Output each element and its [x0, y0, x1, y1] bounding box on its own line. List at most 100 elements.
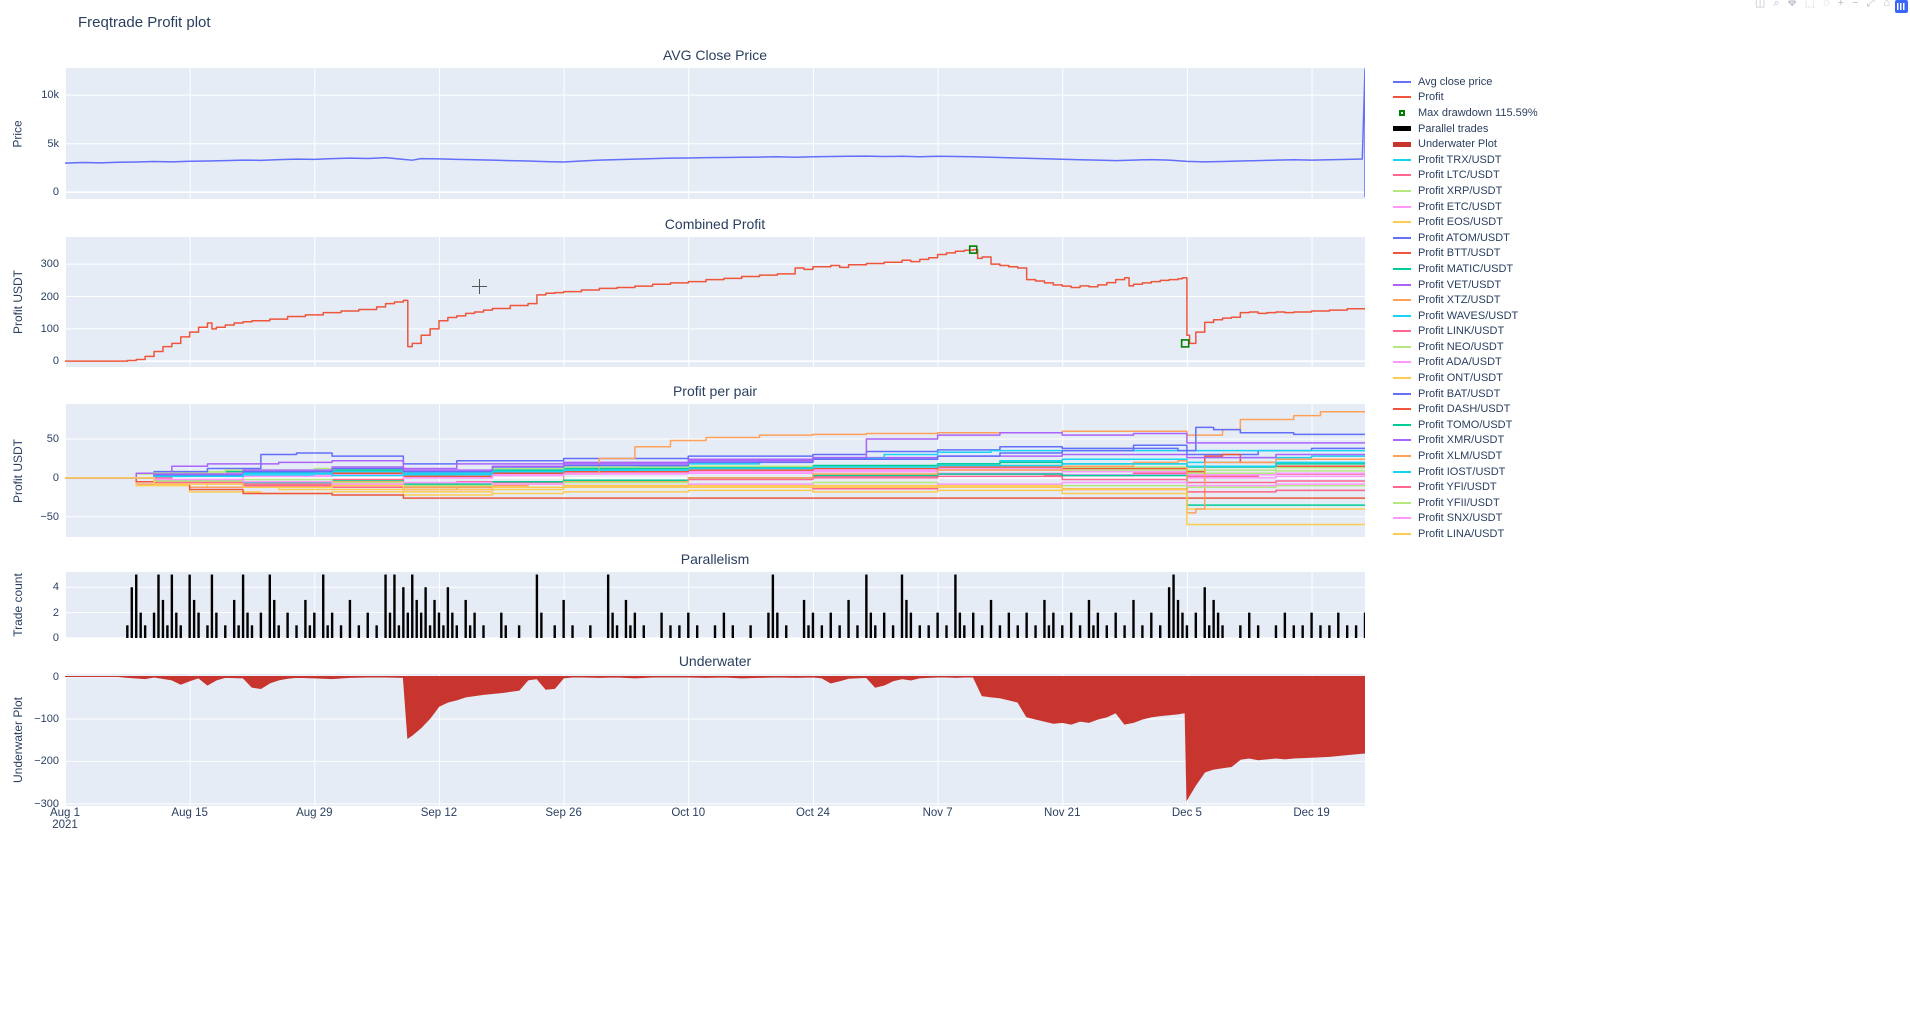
subplot-avg-close-price[interactable] — [65, 68, 1365, 199]
legend-swatch-line-icon — [1393, 470, 1411, 473]
y-tick-label: −50 — [40, 510, 59, 523]
subplot-combined-profit[interactable] — [65, 237, 1365, 367]
y-tick-label: 200 — [40, 290, 59, 303]
legend-swatch-line-icon — [1393, 283, 1411, 286]
legend-item[interactable]: Profit LINA/USDT — [1393, 526, 1538, 542]
legend-item[interactable]: Profit YFII/USDT — [1393, 495, 1538, 511]
legend-item[interactable]: Profit YFI/USDT — [1393, 479, 1538, 495]
y-tick-label: −100 — [34, 712, 59, 725]
legend-swatch-line-icon — [1393, 314, 1411, 317]
legend-item[interactable]: Profit VET/USDT — [1393, 277, 1538, 293]
x-tick-label: Aug 1 2021 — [49, 807, 81, 831]
legend-item[interactable]: Profit LTC/USDT — [1393, 168, 1538, 184]
legend-item[interactable]: Parallel trades — [1393, 121, 1538, 137]
y-tick-label: −300 — [34, 797, 59, 810]
y-tick-label: 5k — [47, 137, 59, 150]
x-tick-label: Aug 15 — [171, 807, 208, 819]
legend-item[interactable]: Profit ONT/USDT — [1393, 370, 1538, 386]
legend-item[interactable]: Profit XTZ/USDT — [1393, 292, 1538, 308]
legend-item[interactable]: Underwater Plot — [1393, 136, 1538, 152]
legend-item-label: Profit — [1418, 91, 1444, 104]
legend-item[interactable]: Profit ATOM/USDT — [1393, 230, 1538, 246]
download-plot-icon[interactable]: ◫ — [1754, 0, 1766, 9]
subplot-title-profit-per-pair: Profit per pair — [672, 383, 758, 399]
box-select-icon[interactable]: ⬚ — [1804, 0, 1816, 9]
y-tick-label: 0 — [52, 632, 59, 644]
legend-item[interactable]: Max drawdown 115.59% — [1393, 105, 1538, 121]
legend-item-label: Parallel trades — [1418, 122, 1489, 135]
zoom-in-icon[interactable]: + — [1837, 0, 1845, 9]
legend-swatch-line-icon — [1393, 377, 1411, 380]
legend-swatch-line-icon — [1393, 158, 1411, 161]
legend-swatch-line-icon — [1393, 423, 1411, 426]
legend-swatch-thick-line-icon — [1393, 126, 1411, 132]
zoom-icon[interactable]: ⌕ — [1773, 0, 1780, 9]
legend-item[interactable]: Profit ADA/USDT — [1393, 355, 1538, 371]
legend-item[interactable]: Profit ETC/USDT — [1393, 199, 1538, 215]
subplot-profit-per-pair[interactable] — [65, 404, 1365, 537]
legend-item-label: Profit ETC/USDT — [1418, 200, 1502, 213]
legend-item[interactable]: Profit MATIC/USDT — [1393, 261, 1538, 277]
pan-icon[interactable]: ✥ — [1787, 0, 1797, 9]
legend-item[interactable]: Avg close price — [1393, 74, 1538, 90]
legend-item-label: Profit TRX/USDT — [1418, 153, 1502, 166]
legend-item-label: Profit EOS/USDT — [1418, 216, 1503, 229]
x-tick-label: Dec 5 — [1171, 807, 1202, 819]
legend-item-label: Profit SNX/USDT — [1418, 512, 1503, 525]
legend-item[interactable]: Profit XRP/USDT — [1393, 183, 1538, 199]
legend-item[interactable]: Profit WAVES/USDT — [1393, 308, 1538, 324]
legend-item[interactable]: Profit TRX/USDT — [1393, 152, 1538, 168]
y-tick-label: 50 — [46, 433, 59, 445]
legend-swatch-line-icon — [1393, 96, 1411, 99]
subplot-parallelism[interactable] — [65, 572, 1365, 638]
legend-item-label: Profit MATIC/USDT — [1418, 262, 1514, 275]
legend-item-label: Profit XRP/USDT — [1418, 184, 1503, 197]
legend-item[interactable]: Profit DASH/USDT — [1393, 401, 1538, 417]
legend-item-label: Profit VET/USDT — [1418, 278, 1502, 291]
legend-swatch-line-icon — [1393, 299, 1411, 302]
legend-item[interactable]: Profit XMR/USDT — [1393, 433, 1538, 449]
y-tick-label: 10k — [41, 89, 59, 102]
legend-item[interactable]: Profit LINK/USDT — [1393, 324, 1538, 340]
legend-item[interactable]: Profit NEO/USDT — [1393, 339, 1538, 355]
legend-item[interactable]: Profit — [1393, 90, 1538, 106]
legend-swatch-line-icon — [1393, 486, 1411, 489]
legend-swatch-line-icon — [1393, 501, 1411, 504]
legend-swatch-line-icon — [1393, 189, 1411, 192]
autoscale-icon[interactable]: ⤢ — [1866, 0, 1876, 9]
legend-item[interactable]: Profit TOMO/USDT — [1393, 417, 1538, 433]
legend-swatch-line-icon — [1393, 455, 1411, 458]
legend-item-label: Profit LINK/USDT — [1418, 325, 1505, 338]
legend-item-label: Profit DASH/USDT — [1418, 403, 1511, 416]
legend-swatch-line-icon — [1393, 174, 1411, 177]
legend-swatch-line-icon — [1393, 392, 1411, 395]
legend: Avg close price Profit Max drawdown 115.59… — [1393, 74, 1538, 542]
y-tick-label: 0 — [52, 355, 59, 368]
legend-swatch-line-icon — [1393, 408, 1411, 411]
x-tick-label: Aug 29 — [296, 807, 333, 819]
legend-swatch-line-icon — [1393, 252, 1411, 255]
plotly-logo-icon[interactable] — [1895, 0, 1908, 13]
x-tick-label: Nov 21 — [1044, 807, 1081, 819]
subplot-underwater[interactable] — [65, 674, 1365, 806]
x-tick-label: Dec 19 — [1293, 807, 1330, 819]
legend-item[interactable]: Profit EOS/USDT — [1393, 214, 1538, 230]
reset-axes-icon[interactable]: ⌂ — [1883, 0, 1890, 9]
legend-item[interactable]: Profit BAT/USDT — [1393, 386, 1538, 402]
legend-swatch-line-icon — [1393, 439, 1411, 442]
lasso-select-icon[interactable]: ◌ — [1823, 0, 1830, 9]
zoom-out-icon[interactable]: − — [1852, 0, 1859, 9]
legend-item[interactable]: Profit SNX/USDT — [1393, 511, 1538, 527]
legend-item[interactable]: Profit IOST/USDT — [1393, 464, 1538, 480]
legend-item[interactable]: Profit BTT/USDT — [1393, 246, 1538, 262]
legend-item-label: Profit ADA/USDT — [1418, 356, 1502, 369]
legend-swatch-line-icon — [1393, 361, 1411, 364]
legend-item[interactable]: Profit XLM/USDT — [1393, 448, 1538, 464]
subplot-title-parallelism: Parallelism — [680, 551, 750, 567]
y-tick-label: 0 — [52, 670, 59, 683]
legend-swatch-line-icon — [1393, 236, 1411, 239]
figure-title: Freqtrade Profit plot — [78, 14, 211, 31]
subplot-title-combined-profit: Combined Profit — [664, 216, 766, 232]
legend-item-label: Profit TOMO/USDT — [1418, 418, 1513, 431]
